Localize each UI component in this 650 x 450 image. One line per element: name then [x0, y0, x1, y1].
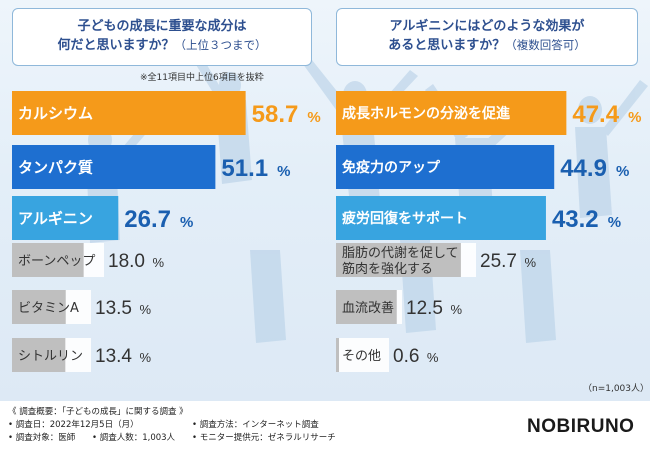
survey-footer: [0, 401, 650, 450]
bar-category-label: カルシウム: [18, 104, 93, 122]
bar-value-label: 13.5: [95, 298, 132, 319]
bar: [12, 196, 119, 240]
bar-category-label: 脂肪の代謝を促して: [342, 245, 459, 261]
bar-value-label: 12.5: [406, 298, 443, 319]
footer-method: • 調査方法：インターネット調査: [192, 420, 319, 430]
sample-size-note: （n=1,003人）: [583, 384, 650, 394]
percent-sign: %: [140, 350, 152, 365]
bar-category-label: シトルリン: [18, 349, 83, 364]
footer-date: • 調査日：2022年12月5日（月）: [8, 420, 139, 430]
bar-category-label: ビタミンA: [18, 301, 79, 316]
percent-sign: %: [277, 163, 290, 180]
left-question-line2: 何だと思いますか？: [57, 38, 175, 53]
left-question-sub: （上位３つまで）: [174, 38, 267, 52]
bar: [336, 91, 567, 135]
percent-sign: %: [180, 214, 193, 231]
bar-category-label: 筋肉を強化する: [342, 261, 433, 277]
footer-count: • 調査人数：1,003人: [92, 433, 176, 443]
footer-target: • 調査対象：医師: [8, 433, 76, 443]
bar-category-label: アルギニン: [18, 209, 93, 227]
bar-category-label: 成長ホルモンの分泌を促進: [342, 105, 510, 122]
bar-value-label: 13.4: [95, 346, 132, 367]
percent-sign: %: [608, 214, 621, 231]
right-question-line1: アルギニンにはどのような効果が: [389, 19, 585, 35]
bar-category-label: 免疫力のアップ: [342, 159, 441, 176]
bar: [336, 145, 555, 189]
bar-value-label: 25.7: [480, 251, 517, 272]
left-question-header: 子どもの成長に重要な成分は 何だと思いますか？（上位３つまで）: [12, 8, 312, 66]
bar: [336, 338, 339, 372]
percent-sign: %: [525, 255, 537, 270]
bar-value-label: 58.7: [252, 101, 299, 128]
category-box: [336, 338, 389, 372]
left-question-line1: 子どもの成長に重要な成分は: [77, 19, 247, 35]
right-question-header: アルギニンにはどのような効果が あると思いますか？（複数回答可）: [336, 8, 638, 66]
bar: [336, 243, 461, 277]
bar: [336, 290, 397, 324]
bar-value-label: 18.0: [108, 251, 145, 272]
bar-category-label: 疲労回復をサポート: [342, 210, 468, 227]
bar-value-label: 43.2: [552, 206, 599, 233]
footer-title: 《 調査概要：「子どもの成長」に関する調査 》: [8, 407, 188, 417]
percent-sign: %: [451, 302, 463, 317]
bar-value-label: 51.1: [221, 155, 268, 182]
nobiruno-logo: NOBIRUNO: [527, 416, 635, 437]
bar-category-label: タンパク質: [18, 158, 93, 176]
bar: [12, 243, 84, 277]
percent-sign: %: [153, 255, 165, 270]
bar: [336, 196, 546, 240]
percent-sign: %: [628, 109, 641, 126]
bar: [12, 91, 246, 135]
bar: [12, 290, 66, 324]
percent-sign: %: [616, 163, 629, 180]
percent-sign: %: [427, 350, 439, 365]
bar-category-label: 血流改善: [342, 300, 394, 316]
percent-sign: %: [140, 302, 152, 317]
footer-provider: • モニター提供元：ゼネラルリサーチ: [192, 433, 336, 443]
bar-charts: カルシウム 58.7 % タンパク質 51.1 % アルギニン 26.7 % ボーンペップ 18.0…: [12, 91, 641, 372]
bar-value-label: 47.4: [572, 101, 619, 128]
bar-value-label: 0.6: [393, 346, 419, 367]
bar-category-label: その他: [342, 349, 381, 364]
bar: [12, 145, 216, 189]
left-note: ※全11項目中上位6項目を抜粋: [140, 73, 264, 83]
percent-sign: %: [307, 109, 320, 126]
bar-value-label: 44.9: [560, 155, 607, 182]
bar-category-label: ボーンペップ: [18, 254, 95, 269]
right-question-sub: （複数回答可）: [505, 38, 586, 52]
bar: [12, 338, 66, 372]
right-question-line2: あると思いますか？: [388, 38, 506, 53]
bar-value-label: 26.7: [124, 206, 171, 233]
